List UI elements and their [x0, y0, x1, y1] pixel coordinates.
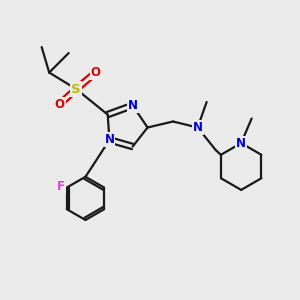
Text: N: N [104, 134, 115, 146]
Text: O: O [91, 66, 101, 79]
Text: F: F [57, 180, 65, 193]
Text: N: N [193, 121, 202, 134]
Text: N: N [236, 136, 246, 150]
Text: S: S [71, 82, 81, 96]
Text: N: N [128, 99, 138, 112]
Text: O: O [55, 98, 65, 111]
